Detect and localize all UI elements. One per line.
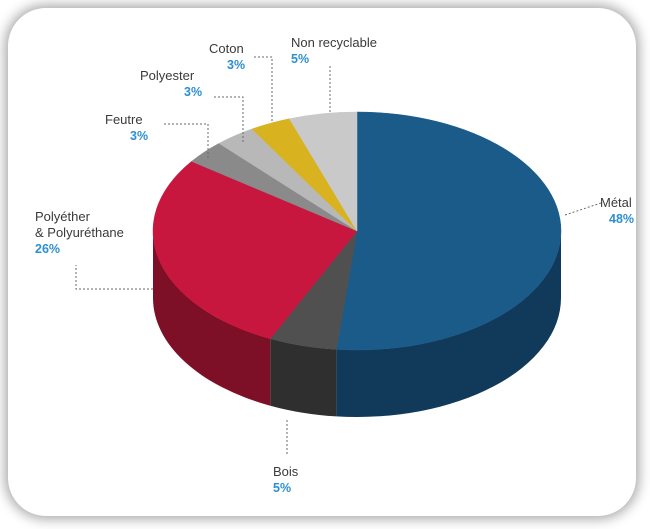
slice-side-bois	[270, 338, 337, 417]
slice-side-polyether	[153, 231, 271, 406]
label-pct-metal: 48%	[609, 212, 634, 226]
label-name-coton: Coton	[209, 41, 244, 56]
label-name-metal: Métal	[600, 195, 632, 210]
pie-labels: Métal 48% Bois 5% Polyéther& Polyuréthane 26%…	[35, 35, 634, 495]
label-pct-bois: 5%	[273, 481, 291, 495]
label-name-polyester: Polyester	[140, 68, 195, 83]
slice-side-metal	[336, 231, 561, 417]
label-name2-polyether: & Polyuréthane	[35, 225, 124, 240]
leader-line-polyester	[214, 96, 244, 143]
label-name-polyether: Polyéther	[35, 209, 91, 224]
label-pct-non_recyclable: 5%	[291, 52, 309, 66]
label-pct-polyester: 3%	[184, 85, 202, 99]
label-pct-polyether: 26%	[35, 242, 60, 256]
slice-polyether	[152, 161, 358, 339]
label-name-bois: Bois	[273, 464, 299, 479]
slice-non_recyclable	[288, 111, 358, 232]
label-name-non_recyclable: Non recyclable	[291, 35, 377, 50]
slice-metal	[336, 111, 562, 351]
pie-top-layer	[152, 111, 562, 351]
leader-line-metal	[564, 202, 602, 216]
label-pct-coton: 3%	[227, 58, 245, 72]
label-name-feutre: Feutre	[105, 112, 143, 127]
leader-line-coton	[254, 56, 273, 122]
leader-line-polyether	[75, 265, 153, 290]
leader-line-feutre	[164, 123, 209, 158]
pie-side-layer	[153, 231, 561, 417]
label-pct-feutre: 3%	[130, 129, 148, 143]
